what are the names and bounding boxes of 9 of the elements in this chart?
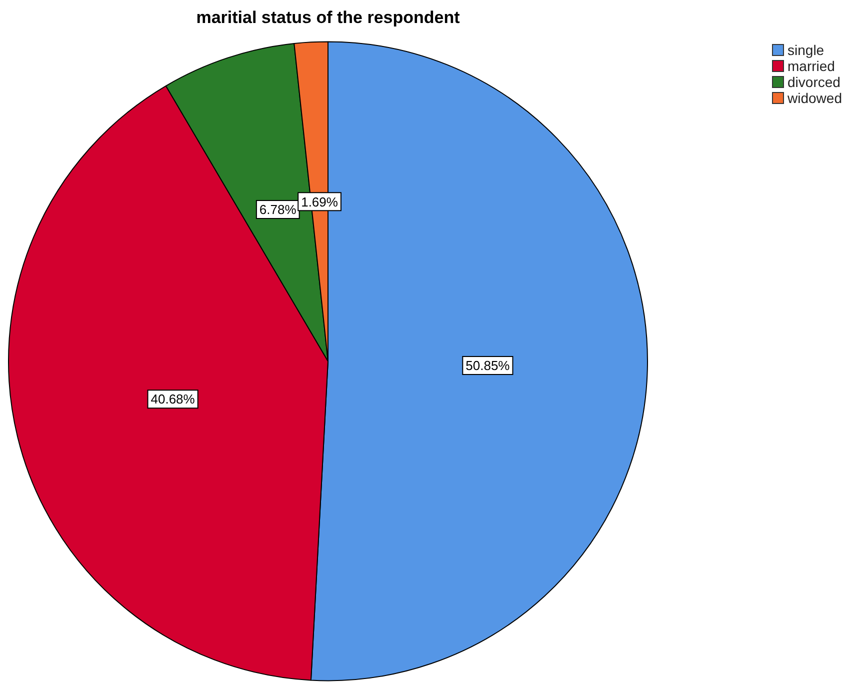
data-label: 6.78%: [259, 202, 297, 218]
legend-label: single: [788, 42, 824, 58]
legend-label: married: [788, 58, 835, 74]
data-label: 40.68%: [150, 392, 196, 407]
legend-label: widowed: [788, 90, 842, 106]
chart-title: maritial status of the respondent: [196, 8, 460, 27]
legend-label: divorced: [788, 74, 840, 90]
data-label: 50.85%: [466, 358, 510, 374]
data-label: 1.69%: [301, 194, 338, 210]
